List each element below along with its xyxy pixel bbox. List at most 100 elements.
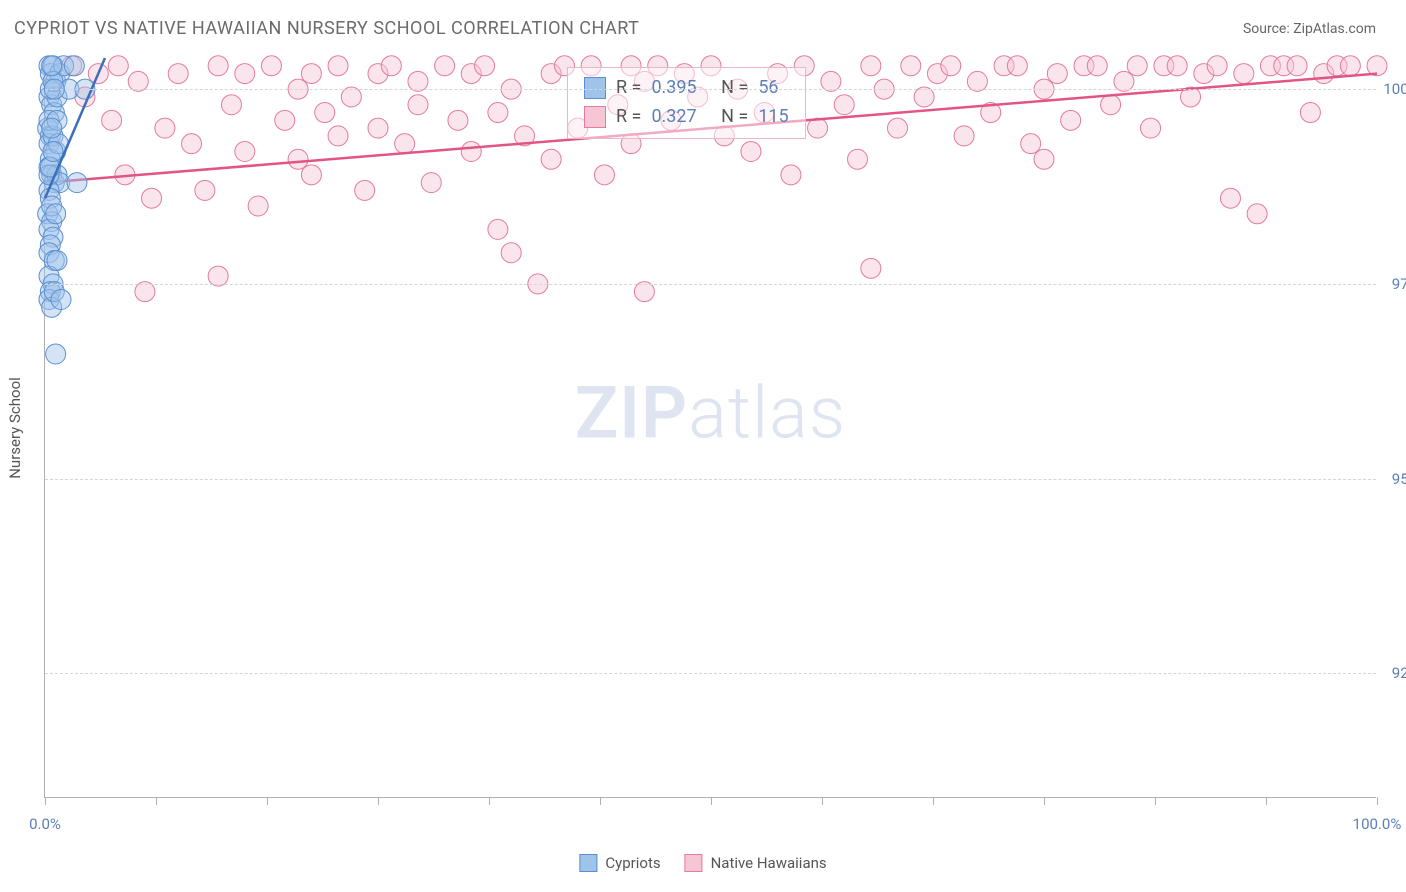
- data-point: [315, 103, 335, 123]
- data-point: [42, 118, 62, 138]
- data-point: [102, 110, 122, 130]
- xtick: [1044, 797, 1045, 805]
- xtick: [489, 797, 490, 805]
- xtick: [156, 797, 157, 805]
- chart-plot-area: Nursery School ZIPatlas R = 0.395 N = 56…: [44, 58, 1376, 798]
- data-point: [1167, 56, 1187, 76]
- data-point: [328, 126, 348, 146]
- data-point: [1141, 118, 1161, 138]
- data-point: [1234, 64, 1254, 84]
- data-point: [1207, 56, 1227, 76]
- data-point: [235, 64, 255, 84]
- data-point: [1087, 56, 1107, 76]
- ytick-label: 95.0%: [1392, 470, 1406, 488]
- xtick-label: 0.0%: [29, 815, 61, 833]
- ytick-label: 100.0%: [1383, 80, 1406, 98]
- correlation-legend-box: R = 0.395 N = 56 R = 0.327 N = 115: [567, 67, 806, 139]
- legend-swatch-cypriots-icon: [579, 854, 597, 872]
- data-point: [475, 56, 495, 76]
- legend-label-hawaiians: Native Hawaiians: [711, 854, 827, 872]
- data-point: [448, 110, 468, 130]
- gridline: [45, 284, 1376, 285]
- data-point: [301, 165, 321, 185]
- data-point: [64, 56, 84, 76]
- data-point: [741, 141, 761, 161]
- data-point: [1034, 149, 1054, 169]
- data-point: [1340, 56, 1360, 76]
- data-point: [108, 56, 128, 76]
- swatch-hawaiians-icon: [584, 106, 606, 128]
- data-point: [221, 95, 241, 115]
- data-point: [594, 165, 614, 185]
- ytick-label: 92.5%: [1392, 664, 1406, 682]
- xtick: [933, 797, 934, 805]
- data-point: [195, 180, 215, 200]
- data-point: [834, 95, 854, 115]
- data-point: [368, 118, 388, 138]
- xtick-label: 100.0%: [1353, 815, 1402, 833]
- data-point: [168, 64, 188, 84]
- data-point: [43, 141, 63, 161]
- ytick-label: 97.5%: [1392, 275, 1406, 293]
- data-point: [51, 289, 71, 309]
- gridline: [45, 89, 1376, 90]
- data-point: [67, 173, 87, 193]
- data-point: [901, 56, 921, 76]
- xtick: [822, 797, 823, 805]
- data-point: [235, 141, 255, 161]
- chart-title: CYPRIOT VS NATIVE HAWAIIAN NURSERY SCHOO…: [14, 18, 639, 39]
- data-point: [861, 56, 881, 76]
- legend-item-cypriots: Cypriots: [579, 854, 660, 872]
- xtick: [711, 797, 712, 805]
- xtick: [267, 797, 268, 805]
- data-point: [1007, 56, 1027, 76]
- data-point: [435, 56, 455, 76]
- data-point: [275, 110, 295, 130]
- xtick: [1377, 797, 1378, 805]
- data-point: [46, 344, 66, 364]
- data-point: [355, 180, 375, 200]
- legend-swatch-hawaiians-icon: [685, 854, 703, 872]
- data-point: [42, 56, 62, 76]
- legend-label-cypriots: Cypriots: [605, 854, 660, 872]
- scatter-svg: [45, 58, 1376, 797]
- data-point: [1247, 204, 1267, 224]
- data-point: [1367, 56, 1387, 76]
- data-point: [848, 149, 868, 169]
- data-point: [248, 196, 268, 216]
- xtick: [1155, 797, 1156, 805]
- data-point: [155, 118, 175, 138]
- gridline: [45, 479, 1376, 480]
- data-point: [328, 56, 348, 76]
- data-point: [1127, 56, 1147, 76]
- data-point: [46, 204, 66, 224]
- legend-bottom: Cypriots Native Hawaiians: [579, 854, 826, 872]
- data-point: [861, 258, 881, 278]
- data-point: [887, 118, 907, 138]
- data-point: [421, 173, 441, 193]
- data-point: [488, 103, 508, 123]
- xtick: [378, 797, 379, 805]
- source-label: Source: ZipAtlas.com: [1243, 21, 1376, 37]
- data-point: [941, 56, 961, 76]
- data-point: [1300, 103, 1320, 123]
- data-point: [408, 95, 428, 115]
- data-point: [1061, 110, 1081, 130]
- data-point: [461, 141, 481, 161]
- data-point: [1101, 95, 1121, 115]
- y-axis-label: Nursery School: [6, 377, 24, 479]
- data-point: [381, 56, 401, 76]
- data-point: [142, 188, 162, 208]
- data-point: [541, 149, 561, 169]
- data-point: [288, 149, 308, 169]
- data-point: [261, 56, 281, 76]
- data-point: [395, 134, 415, 154]
- data-point: [1220, 188, 1240, 208]
- xtick: [1266, 797, 1267, 805]
- data-point: [1021, 134, 1041, 154]
- legend-item-hawaiians: Native Hawaiians: [685, 854, 827, 872]
- data-point: [208, 56, 228, 76]
- data-point: [1287, 56, 1307, 76]
- legend-row-hawaiians: R = 0.327 N = 115: [584, 103, 789, 132]
- data-point: [488, 219, 508, 239]
